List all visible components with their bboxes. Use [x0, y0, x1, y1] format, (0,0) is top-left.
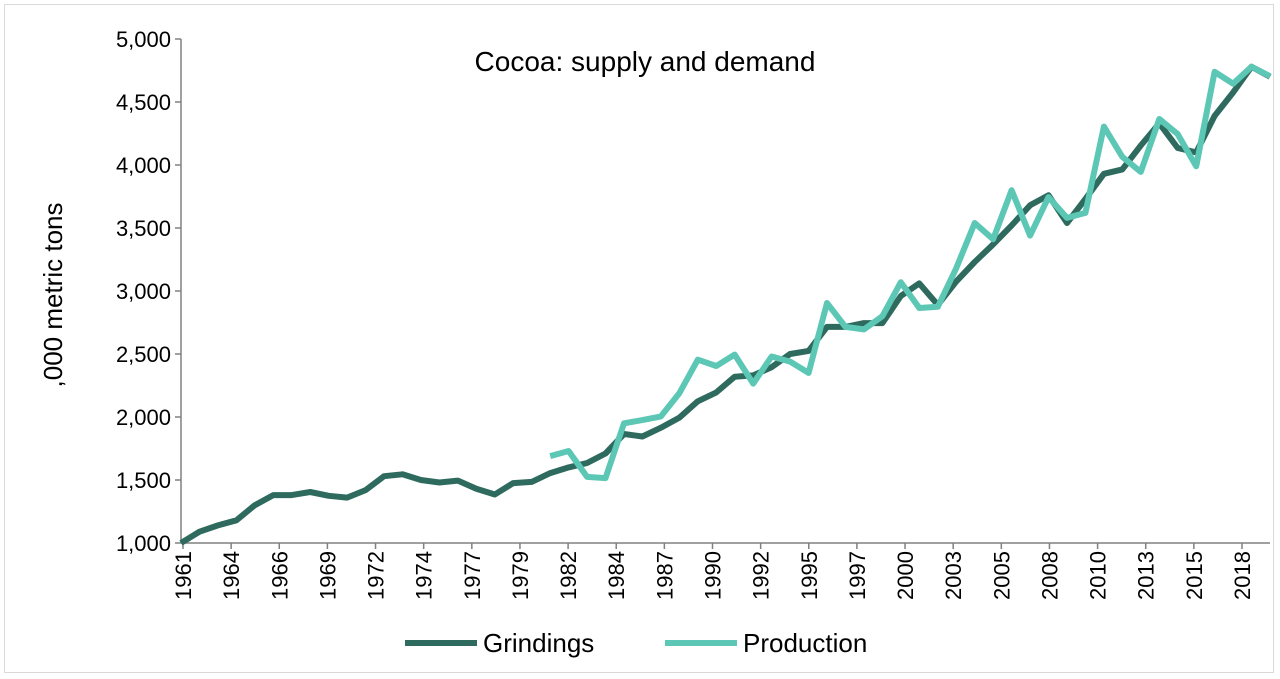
y-tick-label: 4,000	[116, 153, 171, 178]
y-tick-label: 5,000	[116, 27, 171, 52]
legend-label-production: Production	[743, 628, 867, 658]
y-tick-label: 2,500	[116, 342, 171, 367]
x-tick-label: 1990	[701, 551, 726, 600]
x-tick-label: 2005	[989, 551, 1014, 600]
y-tick-label: 1,500	[116, 468, 171, 493]
y-tick-label: 2,000	[116, 405, 171, 430]
x-tick-label: 1964	[219, 551, 244, 600]
y-axis-label: ,000 metric tons	[38, 203, 68, 388]
y-tick-label: 3,000	[116, 279, 171, 304]
x-tick-label: 1977	[460, 551, 485, 600]
x-tick-label: 1974	[412, 551, 437, 600]
x-tick-label: 1992	[749, 551, 774, 600]
x-tick-label: 1987	[652, 551, 677, 600]
y-tick-label: 4,500	[116, 90, 171, 115]
x-tick-label: 1972	[364, 551, 389, 600]
x-tick-label: 2008	[1037, 551, 1062, 600]
y-axis: 1,000 1,500 2,000 2,500 3,000 3,500 4,000 4,500…	[116, 27, 182, 556]
x-tick-label: 1997	[845, 551, 870, 600]
x-tick-label: 2000	[893, 551, 918, 600]
y-tick-label: 3,500	[116, 216, 171, 241]
series-line-grindings	[179, 63, 1272, 546]
series-line-production	[549, 63, 1272, 482]
x-tick-label: 1961	[171, 551, 196, 600]
x-axis: 1961 1964 1966 1969 1972 1974 1977 1979 1982 1984…	[171, 542, 1270, 600]
x-tick-label: 2015	[1182, 551, 1207, 600]
series-lines	[179, 63, 1272, 546]
x-tick-label: 1982	[556, 551, 581, 600]
x-tick-label: 2003	[941, 551, 966, 600]
legend-label-grindings: Grindings	[483, 628, 594, 658]
legend: Grindings Production	[405, 628, 867, 658]
x-tick-label: 1995	[797, 551, 822, 600]
x-tick-label: 2018	[1230, 551, 1255, 600]
chart-title: Cocoa: supply and demand	[475, 46, 816, 77]
x-tick-label: 2010	[1086, 551, 1111, 600]
x-tick-label: 1966	[267, 551, 292, 600]
x-tick-label: 2013	[1134, 551, 1159, 600]
chart-frame: 1,000 1,500 2,000 2,500 3,000 3,500 4,000 4,500…	[4, 4, 1274, 673]
x-tick-label: 1984	[604, 551, 629, 600]
x-tick-label: 1969	[315, 551, 340, 600]
chart-svg: 1,000 1,500 2,000 2,500 3,000 3,500 4,000 4,500…	[38, 27, 1272, 658]
y-tick-label: 1,000	[116, 531, 171, 556]
x-tick-label: 1979	[508, 551, 533, 600]
